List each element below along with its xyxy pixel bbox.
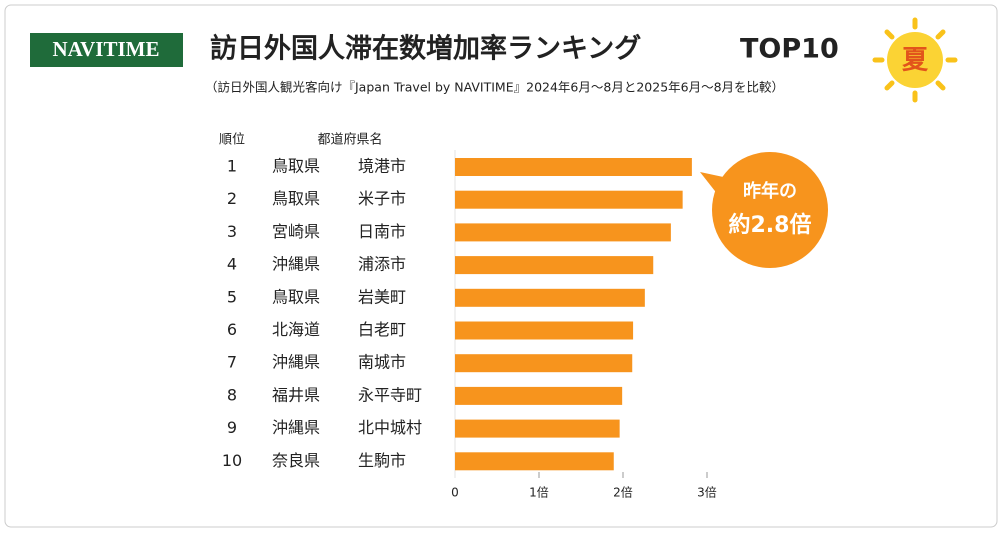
city: 岩美町 xyxy=(358,287,406,306)
logo-box xyxy=(30,33,183,67)
name-header: 都道府県名 xyxy=(317,132,382,148)
prefecture: 宮崎県 xyxy=(272,222,320,241)
rank-header: 順位 xyxy=(219,133,245,148)
city: 生駒市 xyxy=(358,451,406,470)
bar xyxy=(455,223,671,242)
rank: 5 xyxy=(227,287,237,306)
prefecture: 沖縄県 xyxy=(272,353,320,372)
city: 北中城村 xyxy=(358,418,422,437)
rank: 3 xyxy=(227,222,237,241)
callout xyxy=(700,152,828,268)
bar xyxy=(455,386,623,405)
bar xyxy=(455,452,614,471)
x-tick-label: 0 xyxy=(451,486,459,500)
rank: 1 xyxy=(227,157,237,176)
rank: 2 xyxy=(227,189,237,208)
prefecture: 奈良県 xyxy=(272,451,320,470)
prefecture: 福井県 xyxy=(272,385,320,404)
callout-text: 昨年の xyxy=(743,180,797,202)
bar xyxy=(455,288,645,307)
rank: 10 xyxy=(222,451,242,470)
sun-badge xyxy=(872,17,958,103)
rank: 4 xyxy=(227,255,237,274)
bar xyxy=(455,256,654,275)
bar xyxy=(455,158,692,176)
bar xyxy=(455,190,683,209)
prefecture: 北海道 xyxy=(272,320,320,339)
prefecture: 鳥取県 xyxy=(272,157,320,176)
bar xyxy=(455,419,620,438)
logo: NAVITIME xyxy=(53,37,160,61)
prefecture: 沖縄県 xyxy=(272,255,320,274)
callout-text: 約2.8倍 xyxy=(729,212,812,238)
city: 米子市 xyxy=(358,189,406,208)
rank: 6 xyxy=(227,320,237,339)
prefecture: 鳥取県 xyxy=(272,287,320,306)
city: 日南市 xyxy=(358,222,406,241)
city: 白老町 xyxy=(358,320,406,339)
subtitle: （訪日外国人観光客向け『Japan Travel by NAVITIME』202… xyxy=(205,80,784,95)
x-tick-label: 3倍 xyxy=(697,485,717,500)
badge: 夏 xyxy=(902,46,929,76)
prefecture: 沖縄県 xyxy=(272,418,320,437)
rank: 9 xyxy=(227,418,237,437)
x-tick-label: 2倍 xyxy=(613,485,633,500)
city: 境港市 xyxy=(358,157,406,176)
city: 永平寺町 xyxy=(358,385,422,404)
city: 浦添市 xyxy=(358,255,406,274)
bar xyxy=(455,321,634,340)
chart-title: 訪日外国人滞在数増加率ランキング xyxy=(210,33,641,65)
rank: 8 xyxy=(227,385,237,404)
title-suffix: TOP10 xyxy=(740,34,839,65)
rank: 7 xyxy=(227,353,237,372)
bar xyxy=(455,354,633,373)
city: 南城市 xyxy=(358,353,406,372)
prefecture: 鳥取県 xyxy=(272,189,320,208)
x-tick-label: 1倍 xyxy=(529,485,549,500)
